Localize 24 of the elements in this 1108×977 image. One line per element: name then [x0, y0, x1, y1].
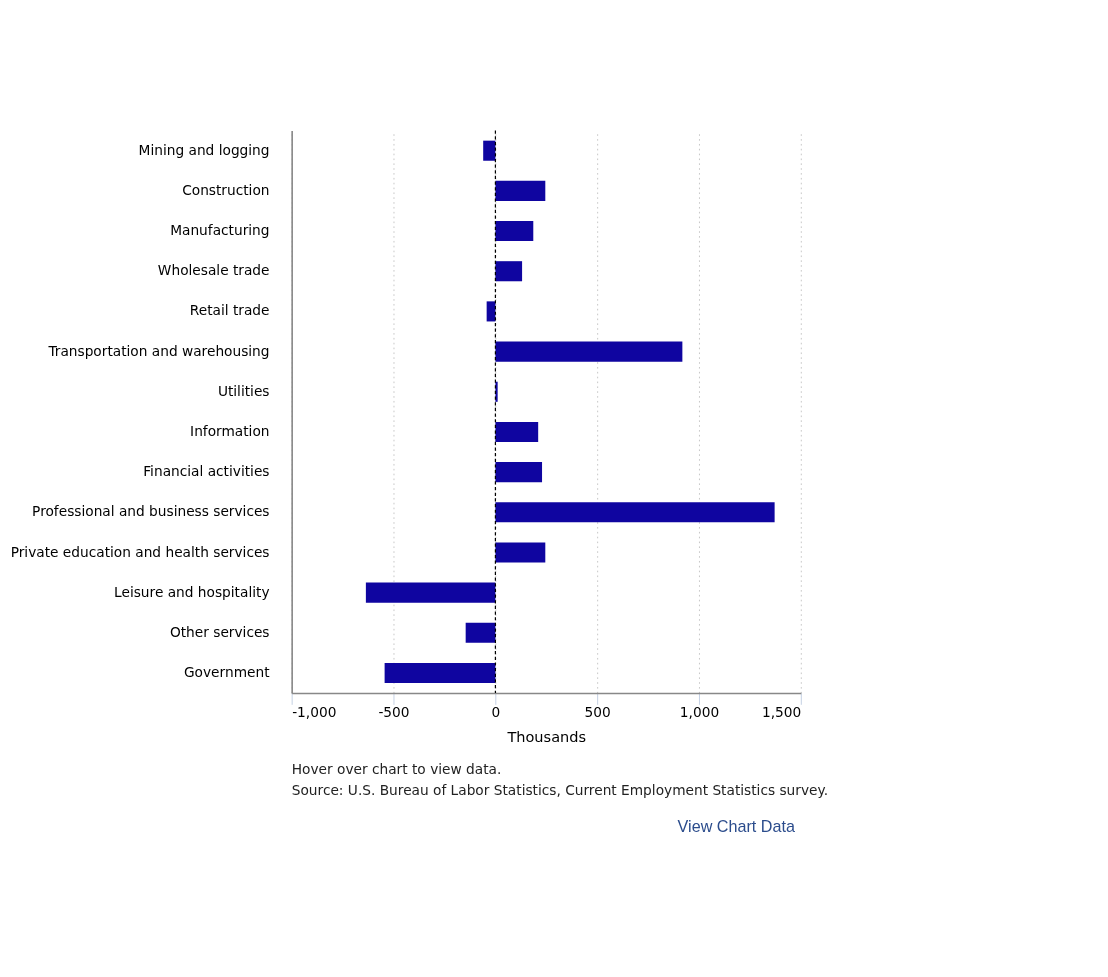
y-tick-label: Retail trade: [189, 302, 270, 319]
y-tick-label: Transportation and warehousing: [47, 342, 270, 359]
source-note: Source: U.S. Bureau of Labor Statistics, Current Employment Statistics survey.: [291, 781, 829, 798]
x-tick-label: 0: [491, 703, 501, 720]
y-tick-label: Private education and health services: [10, 543, 270, 560]
y-tick-label: Financial activities: [143, 463, 270, 480]
x-tick-label: 1,000: [679, 703, 720, 720]
text: View Chart Data: [677, 817, 795, 836]
x-tick-label: 500: [584, 703, 611, 720]
y-tick-label: Mining and logging: [138, 141, 270, 158]
y-tick-label: Construction: [182, 181, 270, 198]
y-tick-label: Information: [190, 422, 270, 439]
x-tick-label: -500: [378, 703, 410, 720]
y-tick-label: Other services: [169, 623, 270, 640]
x-tick-label: -1,000: [292, 703, 337, 720]
y-tick-label: Utilities: [217, 382, 270, 399]
y-tick-label: Wholesale trade: [157, 262, 270, 279]
x-axis-title: Thousands: [506, 728, 587, 745]
text: Hover over chart to view data.: [291, 760, 502, 777]
x-tick-label: 1,500: [762, 703, 802, 720]
y-tick-label: Professional and business services: [32, 503, 270, 520]
y-tick-label: Leisure and hospitality: [114, 583, 270, 600]
y-tick-label: Manufacturing: [170, 222, 270, 239]
y-tick-label: Government: [183, 664, 271, 681]
